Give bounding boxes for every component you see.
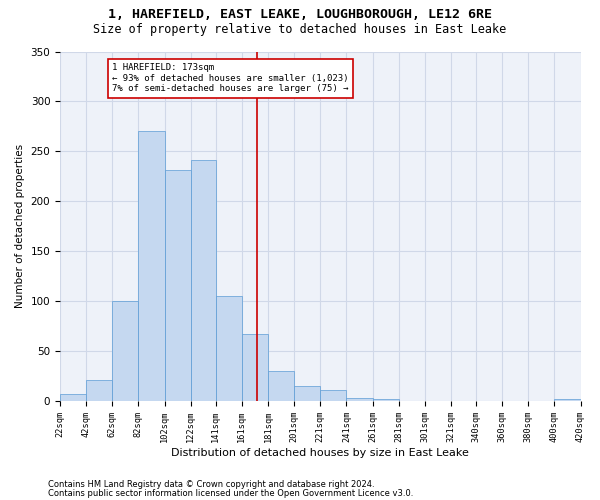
Bar — [373, 398, 399, 400]
Bar — [242, 334, 268, 400]
Bar — [346, 398, 373, 400]
Text: 1 HAREFIELD: 173sqm
← 93% of detached houses are smaller (1,023)
7% of semi-deta: 1 HAREFIELD: 173sqm ← 93% of detached ho… — [112, 64, 349, 94]
Y-axis label: Number of detached properties: Number of detached properties — [15, 144, 25, 308]
Bar — [294, 386, 320, 400]
Bar — [320, 390, 346, 400]
Bar — [86, 380, 112, 400]
Bar — [139, 132, 164, 400]
Text: Contains public sector information licensed under the Open Government Licence v3: Contains public sector information licen… — [48, 490, 413, 498]
Text: 1, HAREFIELD, EAST LEAKE, LOUGHBOROUGH, LE12 6RE: 1, HAREFIELD, EAST LEAKE, LOUGHBOROUGH, … — [108, 8, 492, 20]
Bar — [60, 394, 86, 400]
Bar — [268, 371, 294, 400]
Text: Size of property relative to detached houses in East Leake: Size of property relative to detached ho… — [94, 22, 506, 36]
Bar — [215, 296, 242, 401]
Text: Contains HM Land Registry data © Crown copyright and database right 2024.: Contains HM Land Registry data © Crown c… — [48, 480, 374, 489]
Bar — [191, 160, 215, 400]
Bar — [112, 301, 139, 400]
Bar — [164, 170, 191, 400]
X-axis label: Distribution of detached houses by size in East Leake: Distribution of detached houses by size … — [172, 448, 469, 458]
Bar — [554, 398, 581, 400]
